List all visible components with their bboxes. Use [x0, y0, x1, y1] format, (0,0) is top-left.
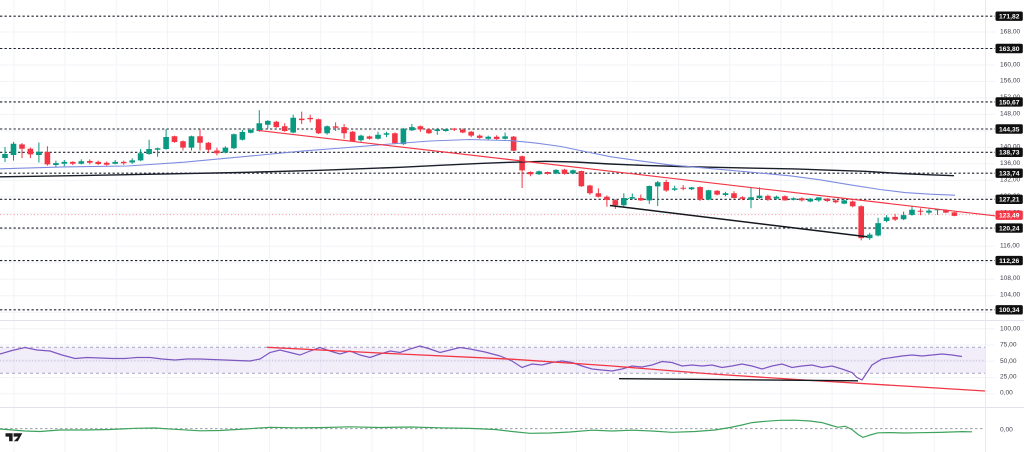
svg-text:127,21: 127,21 — [999, 197, 1020, 204]
svg-text:160,00: 160,00 — [1000, 61, 1021, 68]
svg-text:144,35: 144,35 — [999, 126, 1020, 133]
svg-text:148,00: 148,00 — [1000, 111, 1021, 118]
svg-text:112,26: 112,26 — [999, 258, 1019, 265]
svg-text:75,00: 75,00 — [1000, 342, 1017, 349]
svg-text:133,74: 133,74 — [999, 171, 1020, 178]
svg-text:0,00: 0,00 — [1000, 426, 1013, 433]
svg-text:136,00: 136,00 — [1000, 160, 1021, 167]
svg-text:25,00: 25,00 — [1000, 374, 1017, 381]
svg-text:120,24: 120,24 — [999, 226, 1020, 233]
svg-text:168,00: 168,00 — [1000, 28, 1021, 35]
svg-text:132,00: 132,00 — [1000, 177, 1021, 184]
svg-text:123,49: 123,49 — [999, 213, 1020, 220]
svg-text:156,00: 156,00 — [1000, 78, 1021, 85]
svg-text:104,00: 104,00 — [1000, 292, 1021, 299]
svg-text:150,67: 150,67 — [999, 99, 1020, 106]
svg-text:163,80: 163,80 — [999, 46, 1020, 53]
svg-text:140,00: 140,00 — [1000, 144, 1021, 151]
svg-text:108,00: 108,00 — [1000, 275, 1021, 282]
svg-text:171,82: 171,82 — [999, 14, 1020, 21]
svg-text:50,00: 50,00 — [1000, 358, 1017, 365]
svg-text:100,34: 100,34 — [999, 307, 1020, 314]
svg-text:100,00: 100,00 — [1000, 325, 1021, 332]
svg-text:116,00: 116,00 — [1000, 243, 1020, 250]
svg-text:138,73: 138,73 — [999, 150, 1020, 157]
svg-text:0,00: 0,00 — [1000, 390, 1013, 397]
